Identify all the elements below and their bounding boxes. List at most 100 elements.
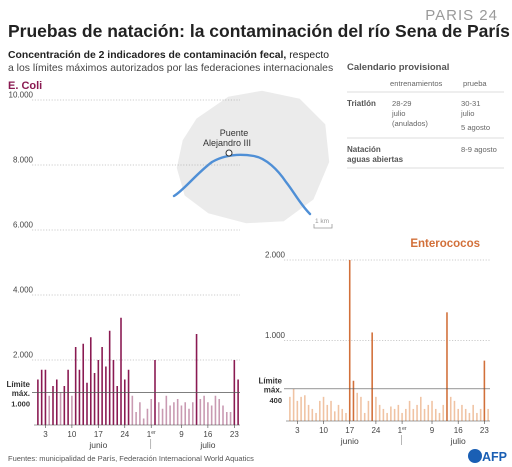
bar	[229, 412, 232, 425]
y-tick-label: 4.000	[13, 286, 34, 295]
bar	[191, 402, 194, 425]
bar	[311, 408, 314, 421]
schedule-col-training: entrenamientos	[390, 79, 443, 88]
bar	[487, 408, 489, 421]
seine-river-line	[172, 153, 312, 216]
x-tick-label: 1er	[147, 430, 156, 439]
bar	[82, 343, 85, 425]
bar	[157, 402, 160, 425]
bar	[146, 408, 149, 425]
x-tick-label: 24	[371, 426, 380, 435]
bar	[222, 405, 224, 425]
schedule-row-open-water: Natación	[347, 145, 381, 154]
bar	[319, 400, 321, 421]
y-tick-label: 1.000	[265, 331, 286, 340]
svg-text:aguas abiertas: aguas abiertas	[347, 155, 404, 164]
bar	[315, 412, 317, 421]
x-tick-label: 3	[295, 426, 300, 435]
scale-bar	[313, 224, 333, 229]
source-note: Fuentes: municipalidad de París, Federac…	[8, 454, 254, 463]
month-label: junio	[88, 440, 107, 450]
svg-text:(anulados): (anulados)	[392, 119, 428, 128]
bar	[67, 369, 69, 425]
x-tick-label: 1er	[398, 426, 407, 435]
bar	[131, 395, 134, 425]
bar	[375, 396, 377, 421]
bar	[393, 408, 396, 421]
bar	[412, 408, 415, 421]
bar	[408, 400, 411, 421]
bar	[218, 399, 221, 425]
bar	[89, 337, 92, 425]
x-tick-label: 10	[319, 426, 328, 435]
bar	[360, 396, 362, 421]
x-tick-label: 9	[179, 430, 184, 439]
bar	[207, 402, 209, 425]
y-tick-label: 10.000	[9, 91, 34, 100]
schedule-table: Calendario provisional entrenamientos pr…	[347, 62, 504, 169]
x-tick-label: 16	[454, 426, 463, 435]
month-label: junio	[340, 436, 359, 446]
bar	[326, 404, 329, 421]
limit-label: 400	[269, 396, 282, 405]
bar	[457, 408, 459, 421]
month-label: julio	[199, 440, 215, 450]
bar	[139, 402, 141, 425]
bar	[173, 402, 175, 425]
bar	[401, 412, 403, 421]
scale-label: 1 km	[315, 218, 329, 225]
bar	[292, 388, 295, 421]
bar	[423, 408, 426, 421]
limit-label: Límite	[6, 380, 30, 389]
bar	[289, 396, 291, 421]
bar	[438, 412, 441, 421]
bar	[71, 395, 73, 425]
bar	[161, 408, 164, 425]
schedule-row-triathlon: Triatlón	[347, 99, 376, 108]
paris-2024-logo: PARIS 24	[425, 7, 498, 24]
bar	[449, 396, 452, 421]
x-tick-label: 3	[43, 430, 48, 439]
bar	[52, 386, 54, 425]
bar	[472, 404, 474, 421]
bar	[116, 386, 119, 425]
bar	[371, 332, 373, 421]
bar	[127, 369, 130, 425]
bar	[446, 312, 448, 421]
bar	[300, 396, 302, 421]
bar	[165, 395, 168, 425]
x-tick-label: 17	[94, 430, 103, 439]
y-tick-label: 8.000	[13, 156, 34, 165]
bar	[142, 418, 145, 425]
bar	[397, 404, 400, 421]
afp-logo: AFP	[468, 449, 507, 464]
bar	[468, 412, 471, 421]
bar	[123, 379, 126, 425]
bar	[345, 412, 347, 421]
svg-text:AFP: AFP	[482, 450, 507, 464]
bar	[188, 408, 190, 425]
x-tick-label: 23	[480, 426, 489, 435]
svg-text:julio: julio	[391, 109, 406, 118]
svg-text:28-29: 28-29	[392, 99, 411, 108]
bar	[420, 396, 422, 421]
bar	[322, 396, 325, 421]
month-label: julio	[450, 436, 466, 446]
bar	[461, 404, 463, 421]
bar	[225, 412, 228, 425]
bar	[44, 369, 47, 425]
paris-map: Puente Alejandro III 1 km	[172, 89, 333, 229]
x-tick-label: 9	[430, 426, 435, 435]
x-tick-label: 24	[120, 430, 129, 439]
bar	[476, 412, 478, 421]
bar	[386, 412, 388, 421]
bar	[304, 395, 306, 421]
bar	[442, 404, 445, 421]
page-title: Pruebas de natación: la contaminación de…	[8, 21, 510, 41]
bar	[390, 406, 392, 421]
bar	[184, 402, 187, 425]
bar	[464, 408, 467, 421]
bar	[431, 400, 433, 421]
bar	[37, 379, 39, 425]
